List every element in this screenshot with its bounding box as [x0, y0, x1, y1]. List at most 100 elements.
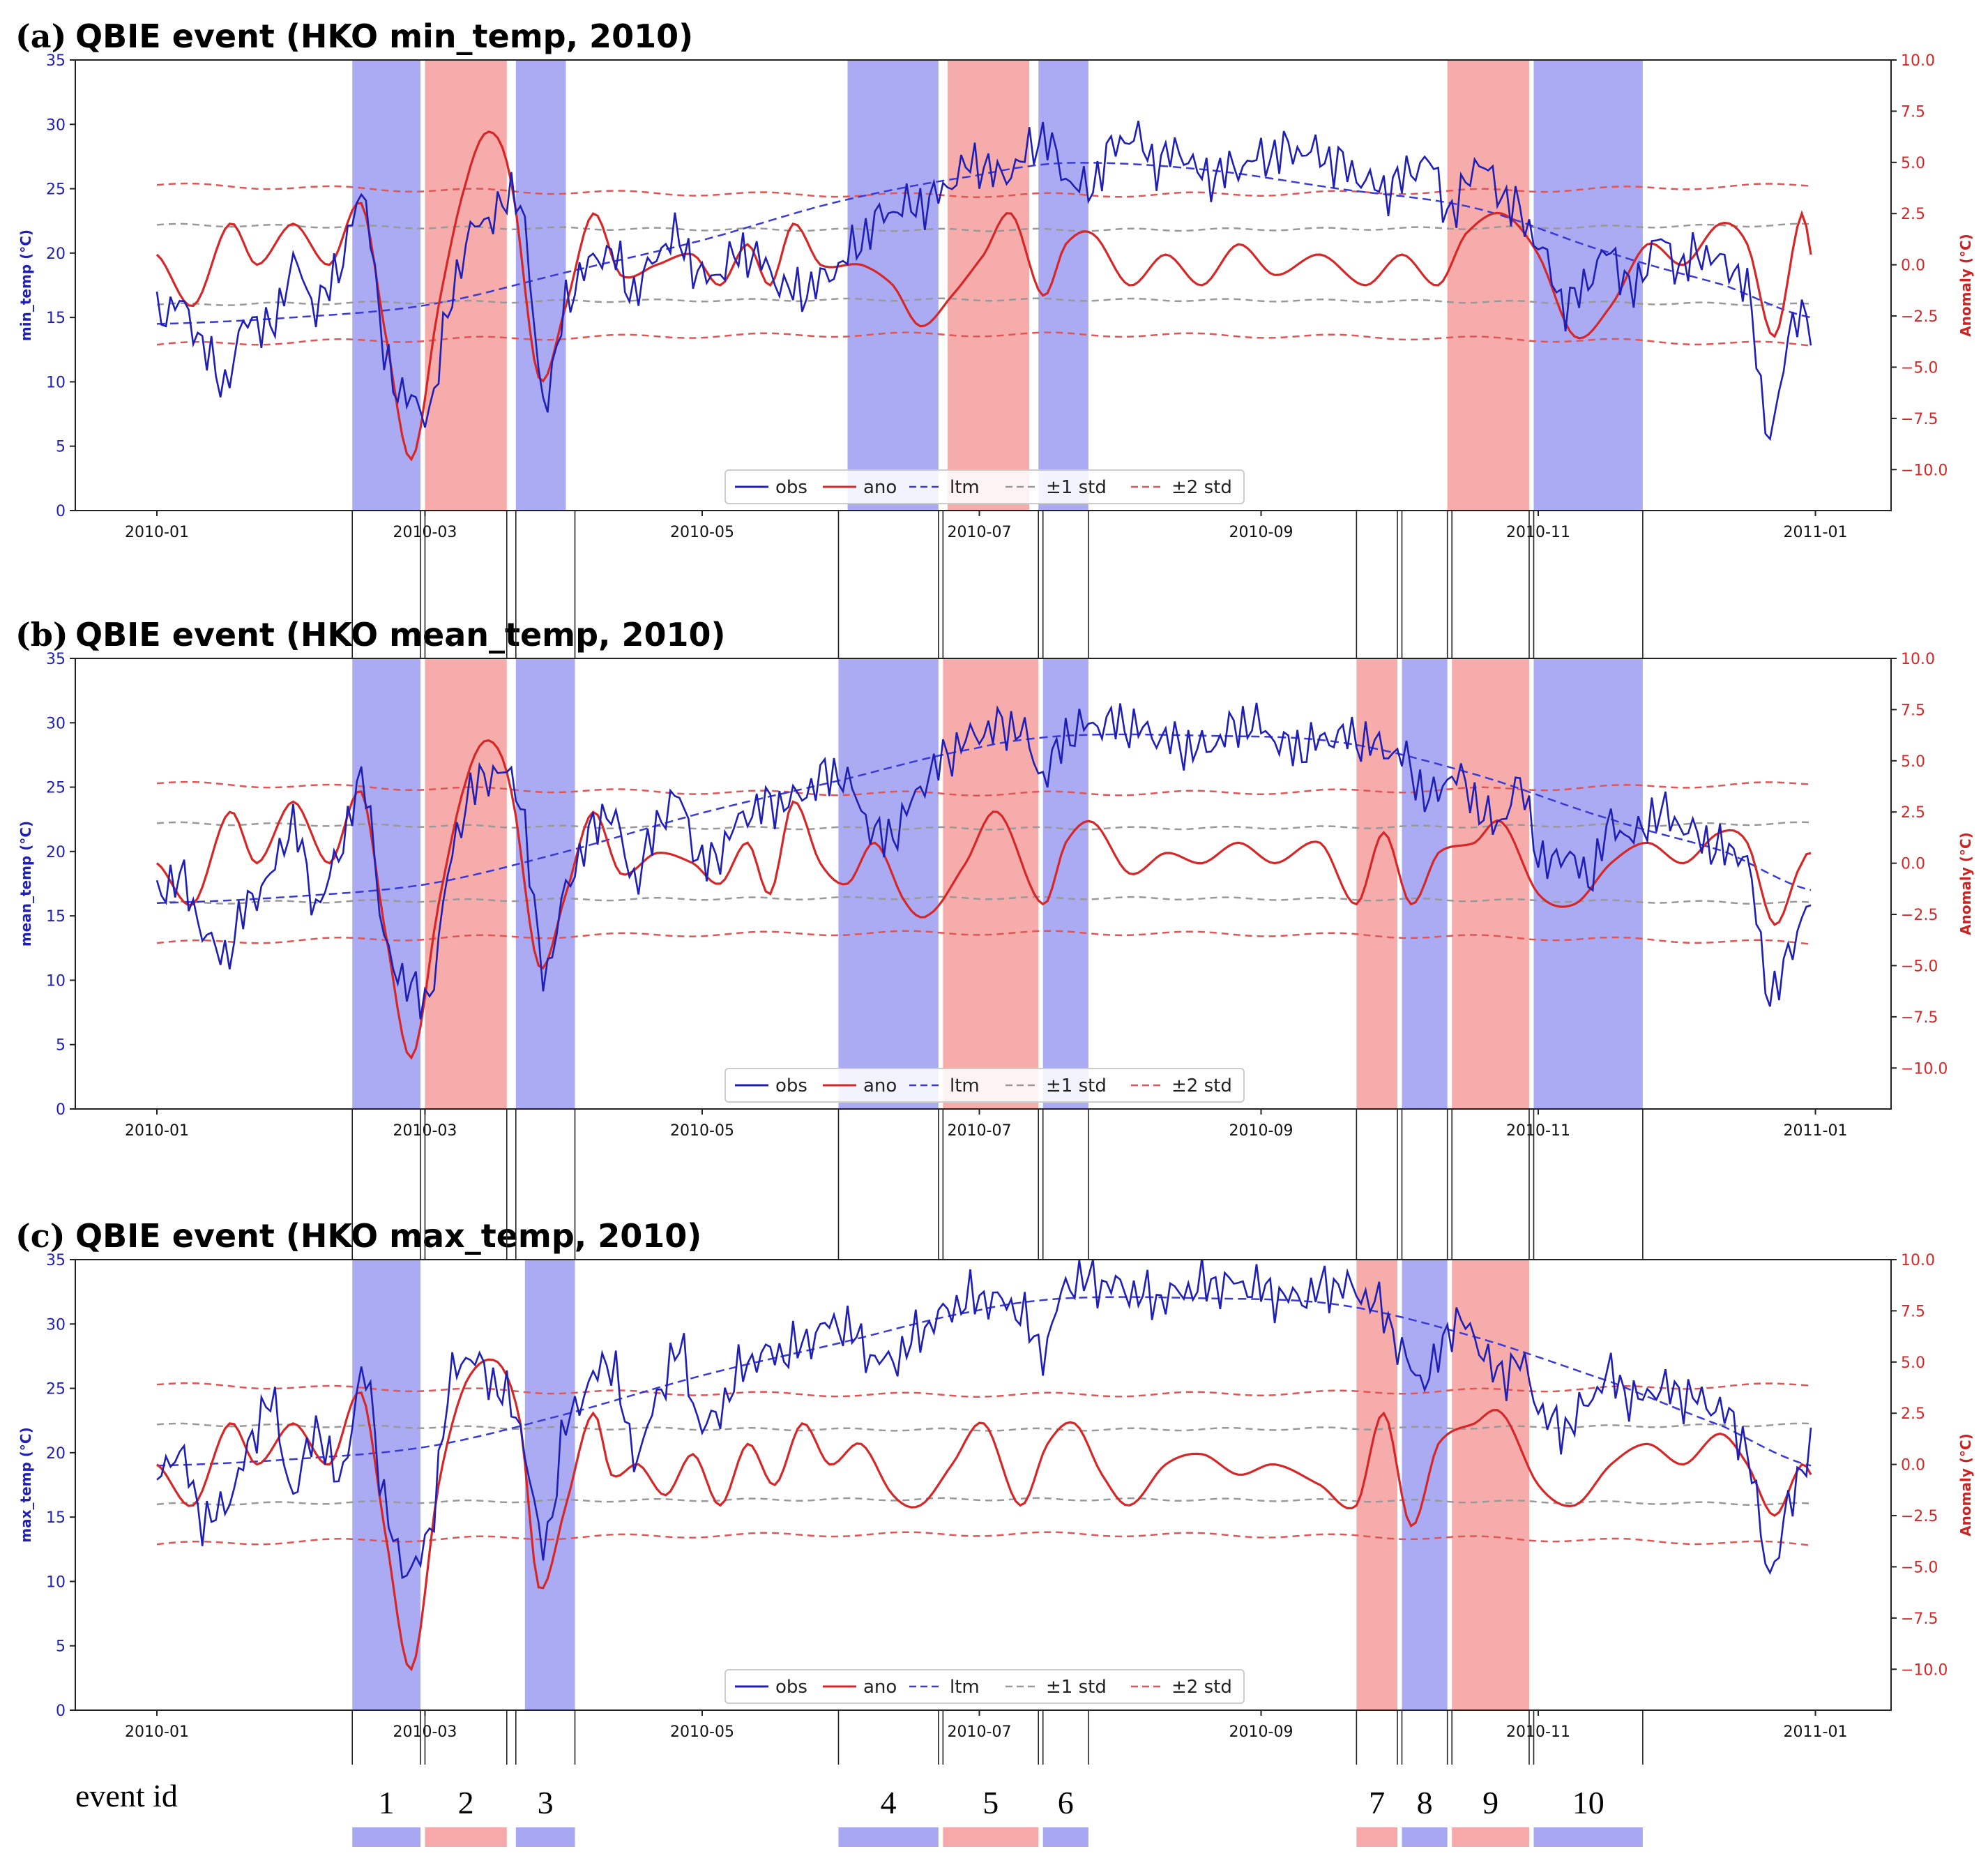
panel-label: (c): [15, 1217, 66, 1255]
xtick-label: 2010-05: [670, 524, 734, 541]
ylabel-right: Anomaly (°C): [1957, 234, 1974, 337]
event-id-number: 1: [379, 1785, 395, 1820]
xtick-label: 2011-01: [1784, 1723, 1848, 1741]
ytick-left-label: 15: [46, 1509, 66, 1527]
panel-1: (b) QBIE event (HKO mean_temp, 2010) 0 5 10 1…: [15, 616, 1974, 1140]
ytick-right-label: 10.0: [1901, 1252, 1935, 1269]
ytick-left-label: 10: [46, 374, 66, 391]
std2-line: [156, 780, 1812, 797]
ytick-right-label: 7.5: [1901, 1303, 1925, 1320]
obs-line: [156, 1260, 1812, 1580]
event-span-1: [352, 60, 420, 511]
ano-line: [155, 130, 1812, 462]
xtick-label: 2010-11: [1506, 524, 1570, 541]
ytick-left-label: 30: [46, 116, 66, 134]
legend: obs ano ltm ±1 std ±2 std: [724, 1068, 1245, 1103]
ytick-right-label: −2.5: [1901, 907, 1938, 924]
xtick-label: 2010-01: [125, 1122, 189, 1140]
ytick-right-label: −5.0: [1901, 1559, 1938, 1576]
legend-label: ±1 std: [1046, 477, 1107, 498]
plot-area: [155, 121, 1812, 462]
legend-label: ltm: [950, 1075, 980, 1096]
ytick-right-label: 5.0: [1901, 753, 1925, 771]
panel-title: QBIE event (HKO max_temp, 2010): [75, 1217, 701, 1255]
ytick-left-label: 20: [46, 844, 66, 861]
event-id-row: event id 1 2 3 4 5 6 7 8 9 10: [75, 1778, 1643, 1847]
ytick-right-label: −7.5: [1901, 1610, 1938, 1628]
ytick-right-label: −10.0: [1901, 462, 1948, 479]
std1-line: [156, 1422, 1812, 1432]
event-span-9: [1447, 60, 1529, 511]
std1-line: [156, 297, 1812, 307]
ytick-right-label: 0.0: [1901, 257, 1925, 275]
legend-label: ano: [863, 477, 897, 498]
ytick-left-label: 30: [46, 1316, 66, 1334]
ytick-right-label: −2.5: [1901, 1508, 1938, 1525]
event-span-9: [1452, 1260, 1529, 1710]
ylabel-left: mean_temp (°C): [17, 821, 34, 946]
xtick-label: 2010-11: [1506, 1122, 1570, 1140]
ytick-left-label: 5: [56, 1638, 66, 1656]
event-id-swatch: [425, 1827, 507, 1847]
legend-label: obs: [775, 477, 807, 498]
plot-area: [155, 702, 1812, 1060]
ytick-left-label: 20: [46, 1445, 66, 1463]
ylabel-right: Anomaly (°C): [1957, 832, 1974, 935]
event-id-number: 6: [1058, 1785, 1074, 1820]
legend-label: ano: [863, 1075, 897, 1096]
ytick-right-label: 0.0: [1901, 1457, 1925, 1474]
event-span-9: [1452, 658, 1529, 1109]
event-id-swatch: [838, 1827, 939, 1847]
ytick-right-label: 5.0: [1901, 155, 1925, 172]
event-id-swatch: [1452, 1827, 1529, 1847]
panel-label: (a): [15, 17, 66, 55]
xtick-label: 2010-01: [125, 524, 189, 541]
event-id-number: 5: [982, 1785, 999, 1820]
ytick-left-label: 35: [46, 651, 66, 668]
ytick-left-label: 5: [56, 439, 66, 456]
ytick-right-label: −2.5: [1901, 308, 1938, 326]
legend: obs ano ltm ±1 std ±2 std: [724, 469, 1245, 504]
ytick-left-label: 20: [46, 246, 66, 263]
xtick-label: 2011-01: [1784, 1122, 1848, 1140]
ytick-right-label: 2.5: [1901, 1405, 1925, 1423]
obs-line: [155, 702, 1812, 1020]
event-id-swatch: [1356, 1827, 1397, 1847]
event-id-swatch: [1402, 1827, 1448, 1847]
event-id-number: 9: [1482, 1785, 1498, 1820]
legend-label: ano: [863, 1677, 897, 1698]
plot-frame: [75, 1259, 1892, 1711]
legend-label: obs: [775, 1677, 807, 1698]
ano-line: [155, 739, 1812, 1060]
legend-label: ±2 std: [1171, 1075, 1232, 1096]
xtick-label: 2010-09: [1229, 524, 1293, 541]
plot-area: [155, 1260, 1812, 1672]
ytick-left-label: 10: [46, 1573, 66, 1591]
event-id-swatch: [515, 1827, 575, 1847]
ytick-left-label: 0: [56, 1703, 66, 1720]
ytick-left-label: 5: [56, 1037, 66, 1055]
ytick-right-label: −10.0: [1901, 1060, 1948, 1078]
legend-label: obs: [775, 1075, 807, 1096]
panel-title: QBIE event (HKO min_temp, 2010): [75, 17, 693, 55]
event-id-number: 10: [1572, 1785, 1604, 1820]
ytick-left-label: 15: [46, 310, 66, 327]
event-id-number: 7: [1369, 1785, 1385, 1820]
legend-label: ±1 std: [1046, 1075, 1107, 1096]
event-span-8: [1402, 1260, 1448, 1710]
ytick-left-label: 0: [56, 1101, 66, 1119]
legend-label: ltm: [950, 477, 980, 498]
plot-frame: [75, 658, 1892, 1110]
ytick-right-label: 7.5: [1901, 702, 1925, 719]
legend-label: ±1 std: [1046, 1677, 1107, 1698]
panels-layer: (a) QBIE event (HKO min_temp, 2010) 0 5 10 15…: [15, 17, 1974, 1741]
ytick-left-label: 25: [46, 780, 66, 797]
std2-line: [156, 1382, 1812, 1398]
event-id-swatch: [352, 1827, 420, 1847]
std1-line: [156, 222, 1812, 232]
ytick-right-label: 10.0: [1901, 52, 1935, 70]
xtick-label: 2010-05: [670, 1122, 734, 1140]
panel-2: (c) QBIE event (HKO max_temp, 2010) 0 5 10 15…: [15, 1217, 1974, 1741]
ytick-right-label: 10.0: [1901, 651, 1935, 668]
